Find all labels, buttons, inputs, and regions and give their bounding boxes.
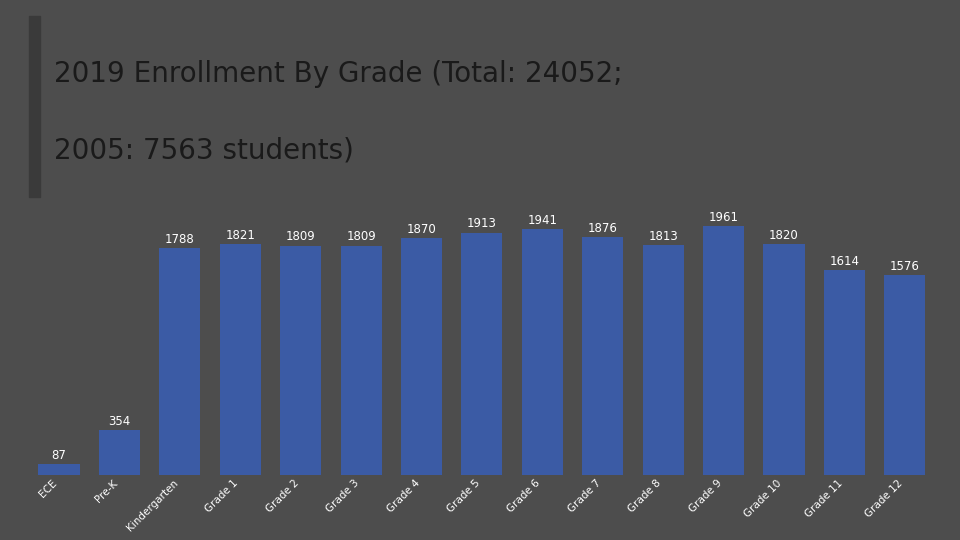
Text: 87: 87 bbox=[52, 449, 66, 462]
Text: 2019 Enrollment By Grade (Total: 24052;: 2019 Enrollment By Grade (Total: 24052; bbox=[54, 60, 623, 88]
Bar bbox=[159, 248, 201, 475]
Bar bbox=[280, 246, 322, 475]
Bar bbox=[824, 271, 865, 475]
Text: 2005: 7563 students): 2005: 7563 students) bbox=[54, 136, 354, 164]
Text: 1941: 1941 bbox=[527, 214, 558, 227]
Text: 1813: 1813 bbox=[648, 230, 678, 243]
Bar bbox=[99, 430, 140, 475]
Text: 1614: 1614 bbox=[829, 255, 859, 268]
Text: 1876: 1876 bbox=[588, 222, 617, 235]
Bar bbox=[341, 246, 382, 475]
Text: 1576: 1576 bbox=[890, 260, 920, 273]
Text: 1961: 1961 bbox=[708, 211, 738, 224]
Bar bbox=[582, 237, 623, 475]
Text: 354: 354 bbox=[108, 415, 131, 428]
Text: 1913: 1913 bbox=[467, 217, 497, 230]
Text: 1788: 1788 bbox=[165, 233, 195, 246]
Text: 1821: 1821 bbox=[226, 229, 255, 242]
Bar bbox=[29, 16, 39, 197]
Bar bbox=[522, 229, 563, 475]
Text: 1809: 1809 bbox=[347, 231, 376, 244]
Text: 1820: 1820 bbox=[769, 229, 799, 242]
Bar bbox=[38, 464, 80, 475]
Text: 1809: 1809 bbox=[286, 231, 316, 244]
Bar bbox=[462, 233, 502, 475]
Bar bbox=[763, 245, 804, 475]
Bar bbox=[703, 226, 744, 475]
Text: 1870: 1870 bbox=[407, 222, 437, 236]
Bar bbox=[401, 238, 442, 475]
Bar bbox=[884, 275, 925, 475]
Bar bbox=[642, 245, 684, 475]
Bar bbox=[220, 244, 261, 475]
